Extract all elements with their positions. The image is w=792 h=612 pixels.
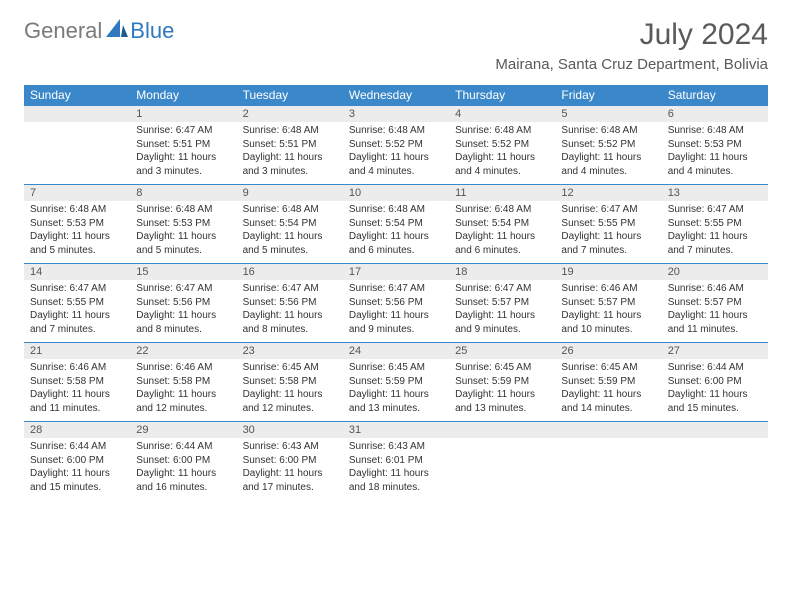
day-number: 18 [449, 264, 555, 281]
day-header: Thursday [449, 85, 555, 106]
day-number: 7 [24, 185, 130, 202]
day-detail [449, 438, 555, 500]
day-number: 16 [237, 264, 343, 281]
day-number: 1 [130, 106, 236, 123]
day-detail: Sunrise: 6:48 AMSunset: 5:54 PMDaylight:… [343, 201, 449, 264]
day-number: 31 [343, 422, 449, 439]
day-detail: Sunrise: 6:47 AMSunset: 5:55 PMDaylight:… [662, 201, 768, 264]
day-detail: Sunrise: 6:47 AMSunset: 5:56 PMDaylight:… [130, 280, 236, 343]
day-detail: Sunrise: 6:48 AMSunset: 5:53 PMDaylight:… [662, 122, 768, 185]
day-detail: Sunrise: 6:48 AMSunset: 5:54 PMDaylight:… [237, 201, 343, 264]
day-detail: Sunrise: 6:46 AMSunset: 5:58 PMDaylight:… [24, 359, 130, 422]
calendar-table: SundayMondayTuesdayWednesdayThursdayFrid… [24, 85, 768, 500]
day-number: 23 [237, 343, 343, 360]
day-number: 28 [24, 422, 130, 439]
logo: General Blue [24, 18, 174, 44]
day-detail: Sunrise: 6:47 AMSunset: 5:57 PMDaylight:… [449, 280, 555, 343]
day-header: Sunday [24, 85, 130, 106]
day-detail: Sunrise: 6:47 AMSunset: 5:56 PMDaylight:… [237, 280, 343, 343]
day-detail: Sunrise: 6:47 AMSunset: 5:55 PMDaylight:… [24, 280, 130, 343]
day-detail: Sunrise: 6:45 AMSunset: 5:59 PMDaylight:… [449, 359, 555, 422]
day-number [24, 106, 130, 123]
calendar-daynum-row: 21222324252627 [24, 343, 768, 360]
header: General Blue July 2024 Mairana, Santa Cr… [0, 0, 792, 77]
day-detail: Sunrise: 6:46 AMSunset: 5:57 PMDaylight:… [555, 280, 661, 343]
day-number: 24 [343, 343, 449, 360]
calendar-daynum-row: 28293031 [24, 422, 768, 439]
day-detail: Sunrise: 6:47 AMSunset: 5:55 PMDaylight:… [555, 201, 661, 264]
calendar-detail-row: Sunrise: 6:47 AMSunset: 5:51 PMDaylight:… [24, 122, 768, 185]
day-detail: Sunrise: 6:45 AMSunset: 5:59 PMDaylight:… [343, 359, 449, 422]
day-header: Monday [130, 85, 236, 106]
calendar-body: 123456 Sunrise: 6:47 AMSunset: 5:51 PMDa… [24, 106, 768, 501]
day-number: 12 [555, 185, 661, 202]
day-detail: Sunrise: 6:43 AMSunset: 6:01 PMDaylight:… [343, 438, 449, 500]
calendar-daynum-row: 123456 [24, 106, 768, 123]
day-number: 3 [343, 106, 449, 123]
day-detail: Sunrise: 6:47 AMSunset: 5:56 PMDaylight:… [343, 280, 449, 343]
day-detail: Sunrise: 6:48 AMSunset: 5:54 PMDaylight:… [449, 201, 555, 264]
day-number: 11 [449, 185, 555, 202]
day-number: 19 [555, 264, 661, 281]
day-detail: Sunrise: 6:48 AMSunset: 5:52 PMDaylight:… [555, 122, 661, 185]
day-detail: Sunrise: 6:47 AMSunset: 5:51 PMDaylight:… [130, 122, 236, 185]
calendar-header-row: SundayMondayTuesdayWednesdayThursdayFrid… [24, 85, 768, 106]
day-number: 25 [449, 343, 555, 360]
day-number: 2 [237, 106, 343, 123]
day-detail: Sunrise: 6:48 AMSunset: 5:52 PMDaylight:… [343, 122, 449, 185]
calendar-daynum-row: 78910111213 [24, 185, 768, 202]
day-number: 5 [555, 106, 661, 123]
day-number: 21 [24, 343, 130, 360]
day-detail: Sunrise: 6:48 AMSunset: 5:53 PMDaylight:… [130, 201, 236, 264]
month-year: July 2024 [495, 18, 768, 52]
day-header: Friday [555, 85, 661, 106]
day-number: 6 [662, 106, 768, 123]
logo-text-general: General [24, 18, 102, 44]
day-detail: Sunrise: 6:45 AMSunset: 5:59 PMDaylight:… [555, 359, 661, 422]
day-header: Saturday [662, 85, 768, 106]
day-number [662, 422, 768, 439]
day-detail: Sunrise: 6:45 AMSunset: 5:58 PMDaylight:… [237, 359, 343, 422]
day-number: 9 [237, 185, 343, 202]
calendar-detail-row: Sunrise: 6:44 AMSunset: 6:00 PMDaylight:… [24, 438, 768, 500]
day-detail: Sunrise: 6:46 AMSunset: 5:58 PMDaylight:… [130, 359, 236, 422]
day-detail: Sunrise: 6:44 AMSunset: 6:00 PMDaylight:… [130, 438, 236, 500]
day-number: 15 [130, 264, 236, 281]
day-number: 10 [343, 185, 449, 202]
day-number [555, 422, 661, 439]
day-header: Tuesday [237, 85, 343, 106]
day-number: 26 [555, 343, 661, 360]
day-detail: Sunrise: 6:44 AMSunset: 6:00 PMDaylight:… [24, 438, 130, 500]
day-detail: Sunrise: 6:43 AMSunset: 6:00 PMDaylight:… [237, 438, 343, 500]
logo-text-blue: Blue [130, 18, 174, 44]
day-detail: Sunrise: 6:46 AMSunset: 5:57 PMDaylight:… [662, 280, 768, 343]
calendar-daynum-row: 14151617181920 [24, 264, 768, 281]
day-number: 20 [662, 264, 768, 281]
day-number: 27 [662, 343, 768, 360]
title-block: July 2024 Mairana, Santa Cruz Department… [495, 18, 768, 73]
day-detail [555, 438, 661, 500]
calendar-detail-row: Sunrise: 6:48 AMSunset: 5:53 PMDaylight:… [24, 201, 768, 264]
day-number: 29 [130, 422, 236, 439]
day-number: 30 [237, 422, 343, 439]
day-number: 22 [130, 343, 236, 360]
day-detail: Sunrise: 6:48 AMSunset: 5:53 PMDaylight:… [24, 201, 130, 264]
day-number: 4 [449, 106, 555, 123]
day-detail: Sunrise: 6:48 AMSunset: 5:51 PMDaylight:… [237, 122, 343, 185]
day-number: 8 [130, 185, 236, 202]
calendar-detail-row: Sunrise: 6:47 AMSunset: 5:55 PMDaylight:… [24, 280, 768, 343]
day-detail: Sunrise: 6:48 AMSunset: 5:52 PMDaylight:… [449, 122, 555, 185]
day-detail [662, 438, 768, 500]
day-number [449, 422, 555, 439]
day-header: Wednesday [343, 85, 449, 106]
day-detail [24, 122, 130, 185]
day-number: 13 [662, 185, 768, 202]
day-detail: Sunrise: 6:44 AMSunset: 6:00 PMDaylight:… [662, 359, 768, 422]
day-number: 17 [343, 264, 449, 281]
day-number: 14 [24, 264, 130, 281]
calendar-detail-row: Sunrise: 6:46 AMSunset: 5:58 PMDaylight:… [24, 359, 768, 422]
location: Mairana, Santa Cruz Department, Bolivia [495, 56, 768, 73]
logo-sail-icon [106, 19, 128, 44]
